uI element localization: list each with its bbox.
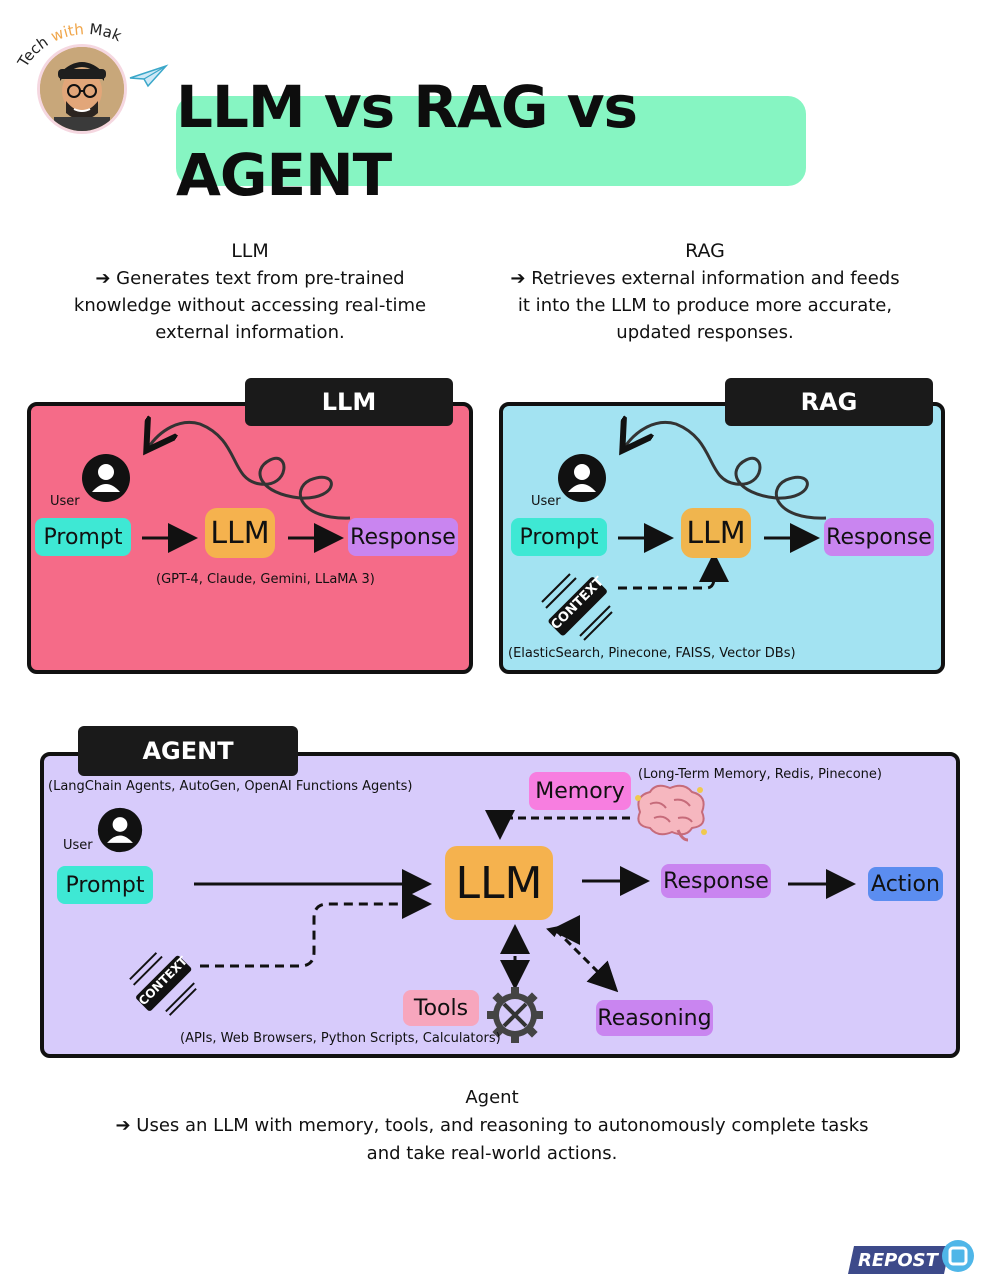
- brand-avatar: [37, 44, 127, 134]
- llm-panel-tag: LLM: [245, 378, 453, 426]
- llm-box: LLM: [681, 508, 751, 558]
- repost-label: REPOST: [858, 1250, 938, 1271]
- repost-badge[interactable]: REPOST: [846, 1238, 974, 1276]
- user-label: User: [531, 494, 561, 509]
- memory-box: Memory: [529, 772, 631, 810]
- prompt-box: Prompt: [35, 518, 131, 556]
- rag-description: RAG ➔ Retrieves external information and…: [510, 240, 900, 343]
- context-stamp-icon: CONTEXT: [540, 572, 614, 642]
- agent-panel-tag: AGENT: [78, 726, 298, 776]
- llm-box: LLM: [445, 846, 553, 920]
- llm-box: LLM: [205, 508, 275, 558]
- rag-panel-tag: RAG: [725, 378, 933, 426]
- response-box: Response: [348, 518, 458, 556]
- response-box: Response: [661, 864, 771, 898]
- llm-models-label: (GPT-4, Claude, Gemini, LLaMA 3): [156, 572, 375, 587]
- prompt-box: Prompt: [57, 866, 153, 904]
- reasoning-box: Reasoning: [596, 1000, 713, 1036]
- memory-sources-label: (Long-Term Memory, Redis, Pinecone): [638, 767, 882, 782]
- user-icon: [82, 454, 130, 502]
- llm-description: LLM ➔ Generates text from pre-trained kn…: [73, 240, 427, 343]
- action-box: Action: [868, 867, 943, 901]
- rag-sources-label: (ElasticSearch, Pinecone, FAISS, Vector …: [508, 646, 796, 661]
- tools-gear-icon: [487, 987, 543, 1043]
- prompt-box: Prompt: [511, 518, 607, 556]
- page-title: LLM vs RAG vs AGENT: [176, 73, 806, 209]
- context-stamp-icon: CONTEXT: [128, 950, 198, 1018]
- tools-box: Tools: [403, 990, 479, 1026]
- response-box: Response: [824, 518, 934, 556]
- user-icon: [558, 454, 606, 502]
- user-label: User: [50, 494, 80, 509]
- tool-examples-label: (APIs, Web Browsers, Python Scripts, Cal…: [180, 1031, 501, 1046]
- brand-name: Tech with Mak: [14, 20, 125, 71]
- user-icon: [97, 807, 143, 853]
- agent-description: Agent ➔ Uses an LLM with memory, tools, …: [115, 1087, 869, 1164]
- paper-plane-icon: [129, 64, 169, 88]
- brain-icon: [635, 784, 707, 842]
- user-label: User: [63, 838, 93, 853]
- agent-frameworks-label: (LangChain Agents, AutoGen, OpenAI Funct…: [48, 779, 413, 794]
